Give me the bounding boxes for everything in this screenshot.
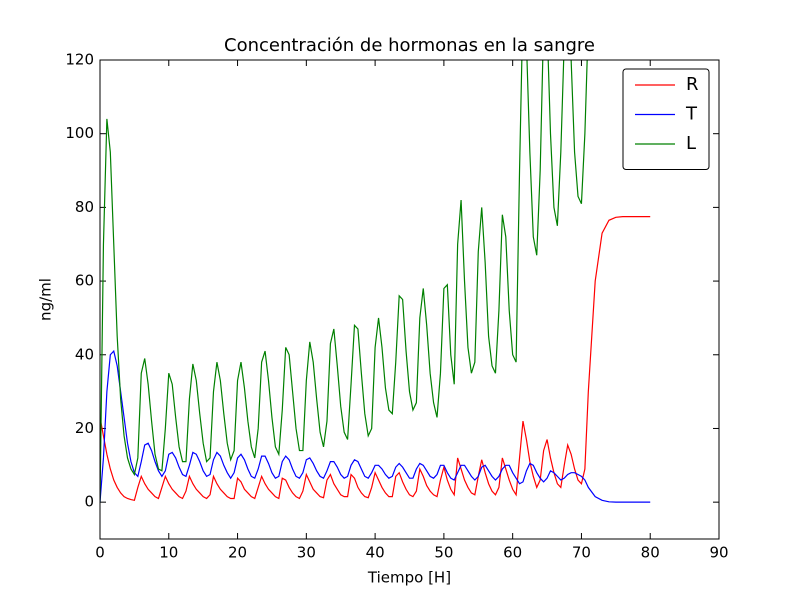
x-tick-label: 50 bbox=[434, 544, 453, 562]
plot-frame bbox=[99, 59, 720, 540]
series-line bbox=[100, 216, 651, 502]
x-tick-label: 90 bbox=[709, 544, 728, 562]
y-tick-label: 100 bbox=[65, 124, 94, 142]
x-tick-label: 60 bbox=[503, 544, 522, 562]
x-tick-label: 20 bbox=[228, 544, 247, 562]
x-tick-label: 30 bbox=[297, 544, 316, 562]
x-tick-label: 80 bbox=[641, 544, 660, 562]
y-tick-label: 60 bbox=[75, 272, 94, 290]
y-tick-label: 40 bbox=[75, 345, 94, 363]
x-axis-label: Tiempo [H] bbox=[367, 569, 451, 587]
y-tick-label: 80 bbox=[75, 198, 94, 216]
series-line bbox=[100, 349, 651, 503]
y-tick-label: 20 bbox=[75, 419, 94, 437]
x-tick-label: 10 bbox=[159, 544, 178, 562]
legend-label: T bbox=[685, 104, 698, 125]
series-group bbox=[100, 60, 651, 503]
y-tick-label: 0 bbox=[84, 493, 94, 511]
y-tick-label: 120 bbox=[65, 51, 94, 69]
chart-title: Concentración de hormonas en la sangre bbox=[224, 35, 595, 56]
series-line bbox=[100, 60, 588, 503]
x-tick-label: 40 bbox=[366, 544, 385, 562]
x-tick-label: 0 bbox=[95, 544, 105, 562]
y-axis-label: ng/ml bbox=[37, 278, 55, 321]
legend-label: L bbox=[686, 133, 696, 154]
legend: RTL bbox=[622, 68, 710, 170]
x-tick-label: 70 bbox=[572, 544, 591, 562]
legend-label: R bbox=[686, 74, 699, 95]
